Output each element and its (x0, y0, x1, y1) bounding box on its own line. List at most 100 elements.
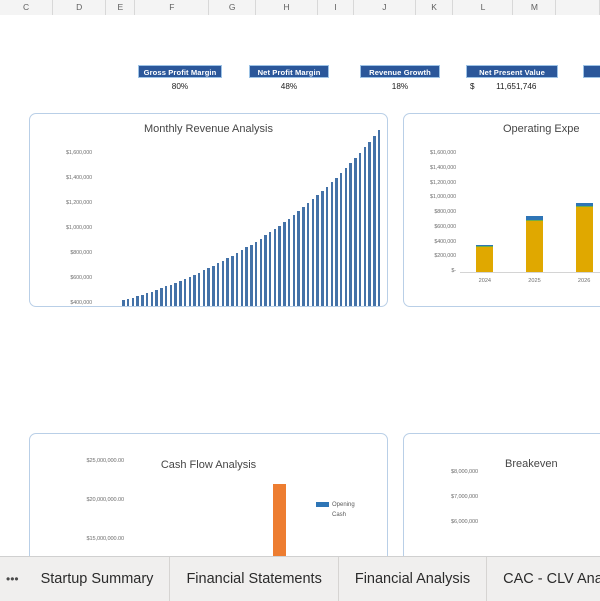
kpi-number-net-present-value: 11,651,746 (496, 82, 537, 91)
chart1-bar-revenue (174, 282, 177, 306)
chart1-bar-revenue (183, 278, 187, 306)
sheet-tab-bar: ••• Startup Summary Financial Statements Fi… (0, 556, 600, 601)
column-header-K[interactable]: K (415, 0, 454, 15)
chart1-bar-revenue (164, 286, 168, 306)
chart4-ytick: $8,000,000 (451, 469, 478, 475)
chart1-bar-revenue (226, 258, 229, 306)
chart1-bar-revenue (198, 272, 201, 306)
chart4-ytick: $6,000,000 (451, 519, 478, 525)
chart1-bar-revenue (141, 294, 144, 306)
kpi-currency-net-present-value: $ (470, 82, 475, 91)
chart3-ytick: $20,000,000.00 (86, 497, 125, 503)
column-header-I[interactable]: I (317, 0, 355, 15)
chart1-bar-revenue (340, 172, 343, 306)
tab-cac-clv-analysis[interactable]: CAC - CLV Analysis (487, 557, 600, 601)
kpi-value-gross-profit-margin: 80% (138, 82, 222, 91)
chart4-ytick: $7,000,000 (451, 494, 478, 500)
column-header-M[interactable]: M (513, 0, 557, 15)
chart-operating-expenses[interactable]: Operating Expe $1,600,000 $1,400,000 $1,20… (403, 113, 600, 307)
chart2-bar-segment (526, 215, 543, 220)
chart1-bar-revenue (321, 191, 324, 306)
chart1-bar-revenue (273, 228, 277, 306)
chart1-bar-revenue (240, 250, 244, 306)
chart-cash-flow-analysis[interactable]: Cash Flow Analysis $25,000,000.00 $20,000… (29, 433, 388, 556)
chart1-bar-revenue (363, 147, 367, 306)
kpi-label-kpi-clipped (583, 65, 600, 78)
chart1-ytick: $1,600,000 (66, 150, 92, 156)
column-header-C[interactable]: C (0, 0, 54, 15)
chart1-bar-revenue (349, 162, 352, 306)
chart1-bar-revenue (193, 274, 196, 306)
column-header-H[interactable]: H (256, 0, 318, 15)
chart1-ytick: $800,000 (70, 250, 92, 256)
chart1-bar-revenue (283, 222, 286, 306)
chart2-title: Operating Expe (503, 123, 580, 135)
chart3-title: Cash Flow Analysis (160, 459, 257, 471)
kpi-number-gross-profit-margin: 80% (171, 82, 189, 91)
chart1-bar-revenue (221, 260, 225, 306)
chart1-bar-revenue (216, 263, 220, 306)
tab-overflow[interactable]: ••• (6, 572, 19, 586)
chart1-bar-revenue (373, 136, 376, 306)
chart1-bar-revenue (250, 244, 253, 306)
chart2-ytick: $600,000 (434, 223, 456, 230)
chart2-ytick: $400,000 (434, 238, 456, 245)
kpi-value-net-profit-margin: 48% (249, 82, 329, 91)
chart1-bar-revenue (131, 297, 135, 306)
kpi-value-revenue-growth: 18% (360, 82, 440, 91)
chart1-bar-revenue (306, 203, 310, 306)
chart2-bar-segment (476, 245, 494, 247)
kpi-label-revenue-growth: Revenue Growth (360, 65, 440, 78)
chart3-ytick: $15,000,000.00 (86, 536, 125, 542)
chart1-ytick: $1,000,000 (66, 225, 92, 231)
tab-financial-analysis[interactable]: Financial Analysis (339, 557, 488, 601)
chart1-bar-revenue (264, 235, 267, 306)
chart1-bar-revenue (145, 293, 149, 306)
chart1-bar-revenue (136, 296, 139, 306)
chart2-bar-segment (476, 246, 494, 272)
kpi-net-present-value[interactable]: Net Present Value $11,651,746 (466, 65, 558, 91)
column-header-G[interactable]: G (209, 0, 257, 15)
chart1-bar-revenue (368, 141, 371, 306)
chart2-baseline (460, 272, 600, 273)
worksheet-canvas: Gross Profit Margin 80% Net Profit Margin 4… (0, 15, 600, 556)
chart3-legend-entry: Opening Cash (316, 500, 355, 520)
chart1-bar-revenue (278, 225, 281, 306)
chart-breakeven-analysis[interactable]: Breakeven $8,000,000 $7,000,000 $6,000,000 (403, 433, 600, 556)
chart2-bar-segment (476, 244, 494, 246)
chart1-bar-revenue (160, 288, 163, 306)
chart1-bar-revenue (245, 247, 248, 306)
chart1-bar-revenue (358, 152, 362, 306)
chart-monthly-revenue-analysis[interactable]: Monthly Revenue Analysis $1,600,000 $1,40… (29, 113, 388, 307)
chart1-bar-revenue (354, 157, 357, 306)
chart2-ytick: $200,000 (434, 253, 456, 260)
column-header-D[interactable]: D (53, 0, 107, 15)
chart1-ytick: $1,400,000 (66, 175, 92, 181)
kpi-net-profit-margin[interactable]: Net Profit Margin 48% (249, 65, 329, 91)
column-header-F[interactable]: F (135, 0, 210, 15)
chart2-ytick: $1,400,000 (430, 164, 456, 171)
column-header-L[interactable]: L (453, 0, 514, 15)
chart2-ytick: $1,200,000 (430, 179, 456, 186)
chart1-bar-revenue (311, 199, 315, 306)
chart1-bar-revenue (179, 280, 182, 306)
chart1-bar-revenue (297, 211, 300, 306)
column-header-x11[interactable] (556, 0, 600, 15)
chart1-ytick: $1,200,000 (66, 200, 92, 206)
chart1-bar-revenue (231, 255, 234, 306)
tab-startup-summary[interactable]: Startup Summary (25, 557, 171, 601)
chart1-bar-revenue (207, 268, 210, 306)
chart1-bar-cos (379, 306, 381, 307)
chart1-bar-revenue (302, 207, 305, 306)
kpi-revenue-growth[interactable]: Revenue Growth 18% (360, 65, 440, 91)
chart1-bar-revenue (325, 186, 329, 306)
kpi-kpi-clipped[interactable] (583, 65, 600, 78)
chart1-bar-revenue (235, 253, 239, 306)
tab-financial-statements[interactable]: Financial Statements (170, 557, 339, 601)
kpi-gross-profit-margin[interactable]: Gross Profit Margin 80% (138, 65, 222, 91)
column-header-J[interactable]: J (354, 0, 416, 15)
kpi-label-net-present-value: Net Present Value (466, 65, 558, 78)
chart1-bar-revenue (155, 289, 158, 306)
column-header-E[interactable]: E (106, 0, 136, 15)
